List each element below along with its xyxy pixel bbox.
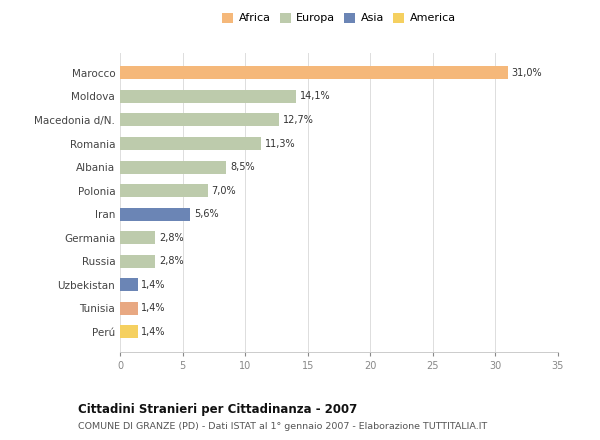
Bar — [120, 184, 208, 197]
Bar — [120, 208, 190, 220]
Text: 31,0%: 31,0% — [512, 68, 542, 78]
Bar — [120, 231, 155, 244]
Bar — [120, 114, 279, 126]
Text: 14,1%: 14,1% — [300, 92, 331, 102]
Text: 8,5%: 8,5% — [230, 162, 255, 172]
Text: 2,8%: 2,8% — [159, 256, 184, 266]
Bar — [120, 326, 137, 338]
Text: 1,4%: 1,4% — [141, 327, 166, 337]
Text: 5,6%: 5,6% — [194, 209, 218, 219]
Bar — [120, 137, 262, 150]
Bar — [120, 90, 296, 103]
Bar — [120, 279, 137, 291]
Text: 7,0%: 7,0% — [211, 186, 236, 196]
Text: 1,4%: 1,4% — [141, 303, 166, 313]
Text: COMUNE DI GRANZE (PD) - Dati ISTAT al 1° gennaio 2007 - Elaborazione TUTTITALIA.: COMUNE DI GRANZE (PD) - Dati ISTAT al 1°… — [78, 422, 487, 430]
Text: Cittadini Stranieri per Cittadinanza - 2007: Cittadini Stranieri per Cittadinanza - 2… — [78, 403, 357, 416]
Legend: Africa, Europa, Asia, America: Africa, Europa, Asia, America — [220, 11, 458, 26]
Text: 1,4%: 1,4% — [141, 280, 166, 290]
Text: 2,8%: 2,8% — [159, 233, 184, 243]
Bar — [120, 66, 508, 79]
Bar — [120, 161, 226, 173]
Bar — [120, 255, 155, 268]
Bar — [120, 302, 137, 315]
Text: 12,7%: 12,7% — [283, 115, 314, 125]
Text: 11,3%: 11,3% — [265, 139, 296, 149]
